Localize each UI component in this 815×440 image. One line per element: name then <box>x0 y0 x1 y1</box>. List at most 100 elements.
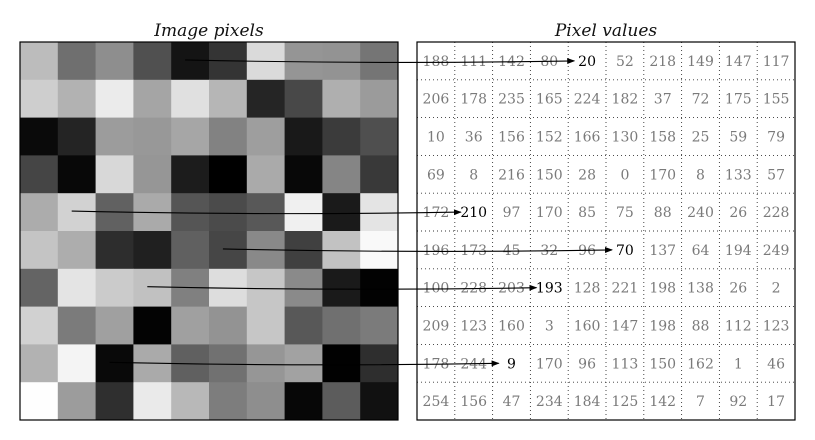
pixel-value: 26 <box>729 281 747 297</box>
pixel-value: 170 <box>536 205 563 221</box>
pixel-cell <box>20 268 59 308</box>
pixel-values-title: Pixel values <box>554 21 658 41</box>
pixel-cell <box>95 79 134 119</box>
pixel-cell <box>322 155 361 194</box>
pixel-value: 156 <box>498 130 525 146</box>
pixel-value: 221 <box>612 281 639 297</box>
pixel-cell <box>20 231 59 270</box>
mapping-arrow <box>222 247 613 254</box>
pixel-cell <box>322 306 361 345</box>
pixel-value: 80 <box>540 54 558 70</box>
pixel-cell <box>57 268 97 308</box>
pixel-value: 17 <box>767 394 785 410</box>
pixel-cell <box>20 193 59 232</box>
pixel-cell <box>246 268 286 308</box>
pixel-cell <box>171 382 210 421</box>
pixel-value: 150 <box>649 356 676 372</box>
pixel-cell <box>284 155 323 194</box>
pixel-value: 162 <box>687 356 714 372</box>
pixel-value: 0 <box>620 167 629 183</box>
pixel-value: 240 <box>687 205 714 221</box>
highlighted-pixel-value: 70 <box>616 243 634 259</box>
pixel-value: 178 <box>460 92 487 108</box>
pixel-cell <box>284 117 323 156</box>
pixel-cell <box>20 117 59 156</box>
pixel-cell <box>360 382 399 421</box>
pixel-cell <box>57 382 97 421</box>
pixel-cell <box>171 117 210 156</box>
pixel-cell <box>360 231 399 270</box>
pixel-value: 235 <box>498 92 525 108</box>
pixel-value: 224 <box>574 92 601 108</box>
pixel-value: 165 <box>536 92 563 108</box>
pixel-value: 88 <box>654 205 672 221</box>
pixel-value: 7 <box>696 394 705 410</box>
pixel-cell <box>133 268 172 308</box>
pixel-value: 216 <box>498 167 525 183</box>
pixel-cell <box>57 231 97 270</box>
pixel-cell <box>322 231 361 270</box>
pixel-cell <box>20 382 59 421</box>
pixel-cell <box>322 382 361 421</box>
mapping-arrow <box>147 284 538 291</box>
pixel-value: 152 <box>536 130 563 146</box>
pixel-cell <box>171 306 210 345</box>
mapping-arrow <box>71 209 462 216</box>
pixel-cell <box>57 117 97 156</box>
pixel-value: 133 <box>725 167 752 183</box>
pixel-cell <box>20 155 59 194</box>
pixel-cell <box>95 306 134 345</box>
pixel-cell <box>322 79 361 119</box>
pixel-cell <box>171 193 210 232</box>
pixel-value: 184 <box>574 394 601 410</box>
pixel-cell <box>171 231 210 270</box>
pixel-cell <box>209 344 248 383</box>
pixel-cell <box>209 155 248 194</box>
pixel-value: 2 <box>772 281 781 297</box>
highlighted-pixel-value: 193 <box>536 281 563 297</box>
pixel-value: 198 <box>649 281 676 297</box>
pixel-cell <box>95 382 134 421</box>
pixel-value: 25 <box>692 130 710 146</box>
pixel-value: 228 <box>763 205 790 221</box>
pixel-value: 254 <box>423 394 450 410</box>
pixel-value: 8 <box>469 167 478 183</box>
pixel-cell <box>360 268 399 308</box>
pixel-value: 1 <box>734 356 743 372</box>
pixel-value: 92 <box>729 394 747 410</box>
pixel-value: 218 <box>649 54 676 70</box>
pixel-value: 244 <box>460 356 487 372</box>
pixel-cell <box>284 382 323 421</box>
pixel-value: 203 <box>498 281 525 297</box>
pixel-value: 149 <box>687 54 714 70</box>
image-grid-border <box>19 41 399 421</box>
pixel-cell <box>133 382 172 421</box>
pixel-value: 147 <box>725 54 752 70</box>
pixel-value: 160 <box>574 319 601 335</box>
pixel-cell <box>95 117 134 156</box>
pixel-value: 28 <box>578 167 596 183</box>
value-grid-lines <box>417 42 795 420</box>
pixel-cell <box>133 42 172 81</box>
value-grid-border <box>416 41 796 421</box>
pixel-cell <box>322 42 361 81</box>
pixel-value: 123 <box>763 319 790 335</box>
pixel-value: 155 <box>763 92 790 108</box>
pixel-cell <box>284 193 323 232</box>
pixel-value: 166 <box>574 130 601 146</box>
pixel-cell <box>95 268 134 308</box>
pixel-value: 85 <box>578 205 596 221</box>
pixel-cell <box>133 155 172 194</box>
pixel-value: 128 <box>574 281 601 297</box>
pixel-cell <box>284 42 323 81</box>
pixel-cell <box>133 306 172 345</box>
pixel-value: 96 <box>578 356 596 372</box>
pixel-cell <box>57 344 97 383</box>
pixel-cell <box>133 231 172 270</box>
pixel-cell <box>360 155 399 194</box>
pixel-cell <box>209 79 248 119</box>
pixel-value: 75 <box>616 205 634 221</box>
pixel-cell <box>57 193 97 232</box>
pixel-cell <box>57 306 97 345</box>
